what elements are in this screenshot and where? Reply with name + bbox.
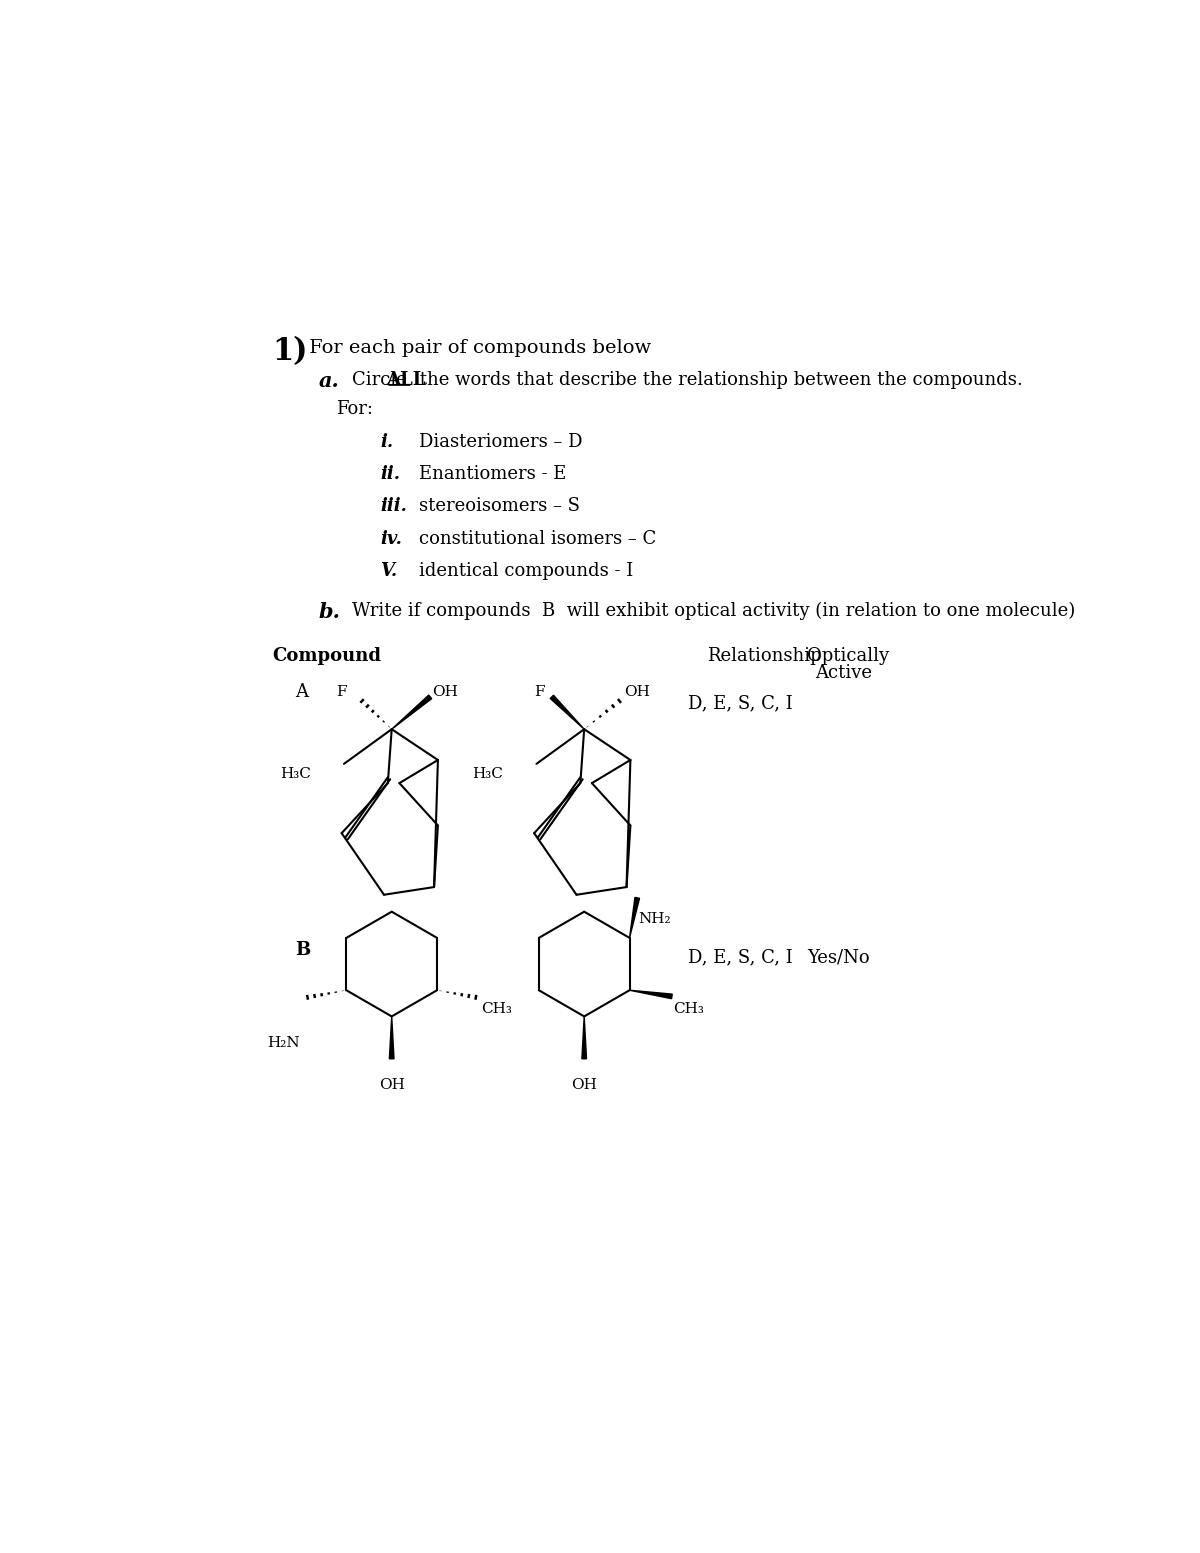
Text: Yes/No: Yes/No xyxy=(808,949,870,966)
Text: Compound: Compound xyxy=(272,646,382,665)
Text: For:: For: xyxy=(336,401,373,418)
Text: V.: V. xyxy=(380,562,397,581)
Text: Diasteriomers – D: Diasteriomers – D xyxy=(419,433,582,450)
Text: ii.: ii. xyxy=(380,464,400,483)
Polygon shape xyxy=(630,898,640,938)
Text: CH₃: CH₃ xyxy=(481,1002,512,1016)
Text: iv.: iv. xyxy=(380,530,402,548)
Text: NH₂: NH₂ xyxy=(638,913,671,927)
Text: identical compounds - I: identical compounds - I xyxy=(419,562,632,581)
Polygon shape xyxy=(551,696,584,730)
Text: H₃C: H₃C xyxy=(280,767,311,781)
Text: Relationship: Relationship xyxy=(708,646,822,665)
Text: OH: OH xyxy=(379,1078,404,1092)
Text: 1): 1) xyxy=(272,337,308,368)
Text: constitutional isomers – C: constitutional isomers – C xyxy=(419,530,656,548)
Text: D, E, S, C, I: D, E, S, C, I xyxy=(688,694,793,713)
Text: ALL: ALL xyxy=(386,371,426,390)
Text: Active: Active xyxy=(815,663,872,682)
Text: For each pair of compounds below: For each pair of compounds below xyxy=(304,339,652,357)
Polygon shape xyxy=(389,1016,394,1059)
Text: OH: OH xyxy=(432,685,457,699)
Text: iii.: iii. xyxy=(380,497,407,516)
Polygon shape xyxy=(582,1016,587,1059)
Text: stereoisomers – S: stereoisomers – S xyxy=(419,497,580,516)
Text: OH: OH xyxy=(624,685,650,699)
Polygon shape xyxy=(391,696,432,730)
Text: Circle: Circle xyxy=(352,371,413,390)
Text: H₂N: H₂N xyxy=(268,1036,300,1050)
Text: Write if compounds  B  will exhibit optical activity (in relation to one molecul: Write if compounds B will exhibit optica… xyxy=(352,603,1075,620)
Text: OH: OH xyxy=(571,1078,598,1092)
Text: i.: i. xyxy=(380,433,394,450)
Polygon shape xyxy=(630,991,672,999)
Text: B: B xyxy=(295,941,311,958)
Text: F: F xyxy=(534,685,544,699)
Text: Optically: Optically xyxy=(808,646,889,665)
Text: b.: b. xyxy=(318,603,341,623)
Text: F: F xyxy=(336,685,347,699)
Text: a.: a. xyxy=(318,371,340,391)
Text: CH₃: CH₃ xyxy=(673,1003,704,1017)
Text: Enantiomers - E: Enantiomers - E xyxy=(419,464,566,483)
Text: the words that describe the relationship between the compounds.: the words that describe the relationship… xyxy=(414,371,1022,390)
Text: D, E, S, C, I: D, E, S, C, I xyxy=(688,949,793,966)
Text: A: A xyxy=(295,683,308,700)
Text: H₃C: H₃C xyxy=(473,767,503,781)
